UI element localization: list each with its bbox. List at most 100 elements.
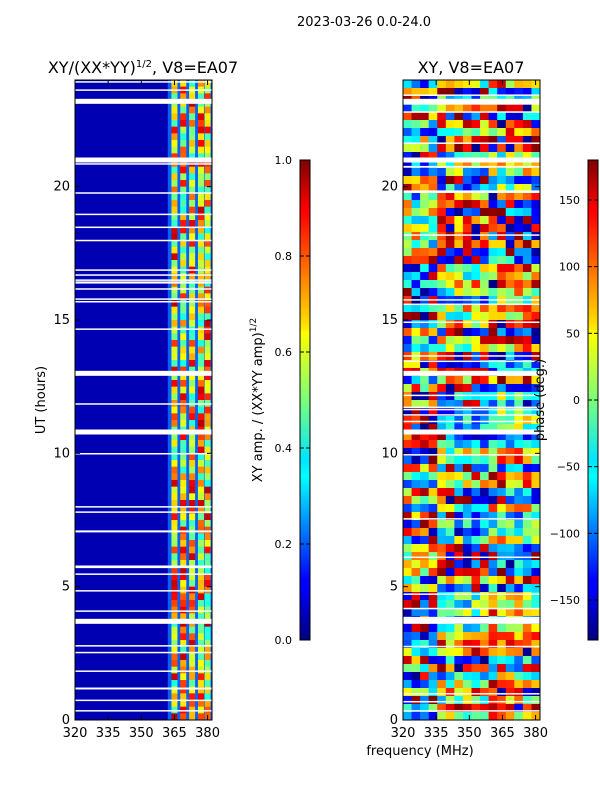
phase-cell — [411, 552, 421, 561]
phase-cell — [480, 248, 490, 257]
amp-stripe-cell — [189, 673, 196, 681]
phase-cell — [462, 424, 472, 433]
phase-cell — [531, 456, 540, 465]
amp-stripe-cell — [197, 500, 204, 508]
phase-cell — [454, 336, 464, 345]
phase-cell — [437, 208, 447, 217]
amp-stripe-cell — [204, 360, 211, 368]
phase-cell — [411, 184, 421, 193]
phase-cell — [497, 440, 507, 449]
amp-stripe-cell — [204, 293, 211, 301]
amp-stripe-cell — [171, 320, 178, 328]
phase-cell — [471, 696, 481, 705]
phase-cell — [471, 160, 481, 169]
phase-cell — [488, 600, 498, 609]
phase-cell — [454, 600, 464, 609]
phase-cell — [437, 392, 447, 401]
phase-cell — [497, 112, 507, 121]
phase-cell — [437, 128, 447, 137]
phase-cell — [428, 392, 438, 401]
amp-stripe-cell — [204, 206, 211, 214]
amp-stripe-cell — [171, 526, 178, 534]
phase-colorbar-tick-label: 50 — [566, 327, 580, 340]
phase-cell — [411, 680, 421, 689]
phase-cell — [471, 512, 481, 521]
phase-cell — [505, 144, 515, 153]
phase-cell — [428, 120, 438, 129]
phase-cell — [411, 232, 421, 241]
amp-stripe-cell — [189, 393, 196, 401]
phase-cell — [437, 480, 447, 489]
phase-cell — [480, 648, 490, 657]
phase-cell — [471, 280, 481, 289]
amp-stripe-cell — [204, 200, 211, 208]
phase-cell — [411, 224, 421, 233]
phase-cell — [505, 336, 515, 345]
phase-cell — [505, 200, 515, 209]
phase-cell — [497, 696, 507, 705]
phase-cell — [428, 88, 438, 97]
phase-cell — [454, 312, 464, 321]
phase-x-tick-label: 320 — [391, 726, 416, 741]
phase-cell — [471, 288, 481, 297]
phase-cell — [428, 168, 438, 177]
amp-flag-line — [75, 651, 212, 654]
phase-cell — [411, 216, 421, 225]
phase-cell — [522, 464, 532, 473]
phase-cell — [488, 360, 498, 369]
amp-stripe-cell — [204, 240, 211, 248]
phase-cell — [522, 128, 532, 137]
amp-stripe-cell — [197, 473, 204, 481]
phase-cell — [514, 696, 524, 705]
amp-stripe-cell — [204, 313, 211, 321]
phase-flag-line — [403, 191, 540, 193]
phase-flag-line — [403, 414, 540, 416]
phase-cell — [522, 688, 532, 697]
phase-cell — [411, 416, 421, 425]
phase-cell — [514, 608, 524, 617]
phase-cell — [505, 232, 515, 241]
amp-stripe-cell — [197, 306, 204, 314]
amp-x-tick-label: 335 — [96, 726, 121, 741]
amp-colorbar-label: XY amp. / (XX*YY amp)1/2 — [249, 318, 266, 482]
phase-cell — [437, 224, 447, 233]
phase-cell — [471, 456, 481, 465]
phase-cell — [531, 176, 540, 185]
phase-cell — [445, 224, 455, 233]
amp-stripe-cell — [189, 93, 196, 101]
phase-cell — [462, 536, 472, 545]
phase-cell — [428, 712, 438, 720]
phase-cell — [428, 536, 438, 545]
phase-cell — [445, 640, 455, 649]
phase-flag-line — [403, 394, 540, 397]
phase-cell — [445, 176, 455, 185]
phase-cell — [471, 440, 481, 449]
phase-cell — [403, 664, 413, 673]
amp-stripe-cell — [197, 693, 204, 701]
phase-cell — [522, 232, 532, 241]
phase-cell — [420, 472, 430, 481]
phase-cell — [437, 472, 447, 481]
phase-cell — [420, 640, 430, 649]
phase-cell — [403, 424, 413, 433]
phase-cell — [522, 424, 532, 433]
phase-cell — [471, 536, 481, 545]
phase-colorbar-tick-label: 0 — [573, 394, 580, 407]
phase-cell — [488, 496, 498, 505]
phase-cell — [531, 392, 540, 401]
phase-cell — [480, 160, 490, 169]
amp-stripe-cell — [204, 660, 211, 668]
phase-cell — [497, 272, 507, 281]
phase-cell — [437, 656, 447, 665]
amp-stripe-cell — [189, 686, 196, 694]
phase-cell — [420, 712, 430, 720]
phase-cell — [514, 408, 524, 417]
phase-cell — [420, 704, 430, 713]
amp-flag-line — [75, 645, 212, 647]
phase-cell — [497, 136, 507, 145]
phase-cell — [480, 232, 490, 241]
amp-stripe-cell — [189, 373, 196, 381]
phase-cell — [514, 232, 524, 241]
amp-flag-line — [75, 710, 212, 712]
phase-cell — [411, 472, 421, 481]
